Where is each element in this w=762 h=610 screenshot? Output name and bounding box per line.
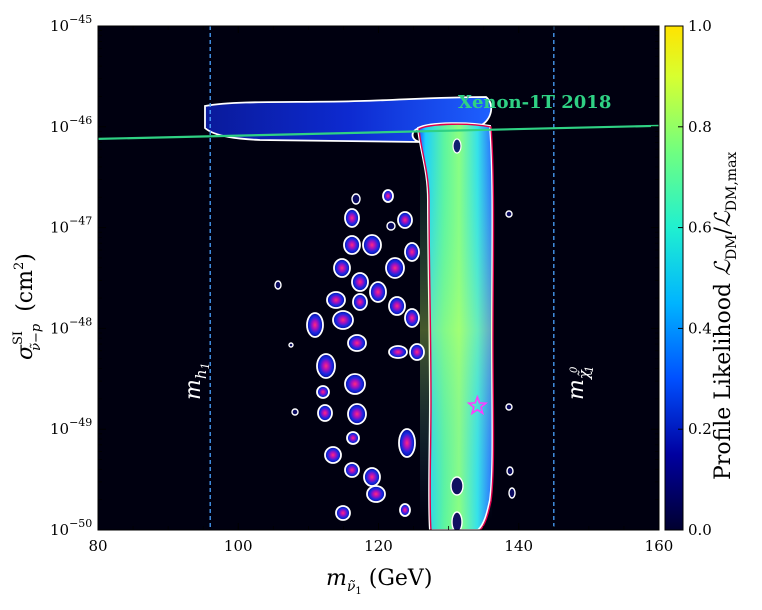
x-tick-label: 100 [224, 537, 253, 555]
y-tick-label: 10−49 [50, 416, 92, 438]
island-regions [306, 189, 425, 521]
x-tick-label: 80 [88, 537, 107, 555]
best-fit-star [466, 394, 489, 416]
colorbar [664, 25, 684, 531]
colorbar-tick-label: 0.6 [688, 219, 712, 237]
y-tick-label: 10−45 [50, 13, 92, 35]
xenon-limit-line [98, 124, 659, 140]
colorbar-title: Profile Likelihood ℒDM/ℒDM,max [711, 152, 740, 480]
xenon-limit-label: Xenon-1T 2018 [458, 92, 611, 113]
heatmap-region [204, 96, 516, 530]
y-tick-label: 10−47 [50, 215, 92, 237]
colorbar-tick-label: 0.8 [688, 118, 712, 136]
x-axis-title: mν̃1 (GeV) [326, 566, 432, 597]
y-tick-label: 10−46 [50, 114, 92, 136]
y-tick-label: 10−48 [50, 315, 92, 337]
x-tick-label: 120 [364, 537, 393, 555]
mchi-annotation: mχ̃0 1 [564, 366, 596, 400]
colorbar-tick-label: 0.2 [688, 420, 712, 438]
x-tick-label: 160 [645, 537, 674, 555]
y-axis-title: σSI ν̃−p(cm2) [11, 253, 44, 360]
y-tick-label: 10−50 [50, 517, 92, 539]
top-band-region [204, 96, 493, 143]
colorbar-tick-label: 0.0 [688, 521, 712, 539]
colorbar-tick-label: 0.4 [688, 319, 712, 337]
mh1-annotation: mh1 [181, 362, 212, 400]
tiny-island-regions [274, 193, 516, 499]
colorbar-tick-label: 1.0 [688, 17, 712, 35]
x-tick-label: 140 [504, 537, 533, 555]
